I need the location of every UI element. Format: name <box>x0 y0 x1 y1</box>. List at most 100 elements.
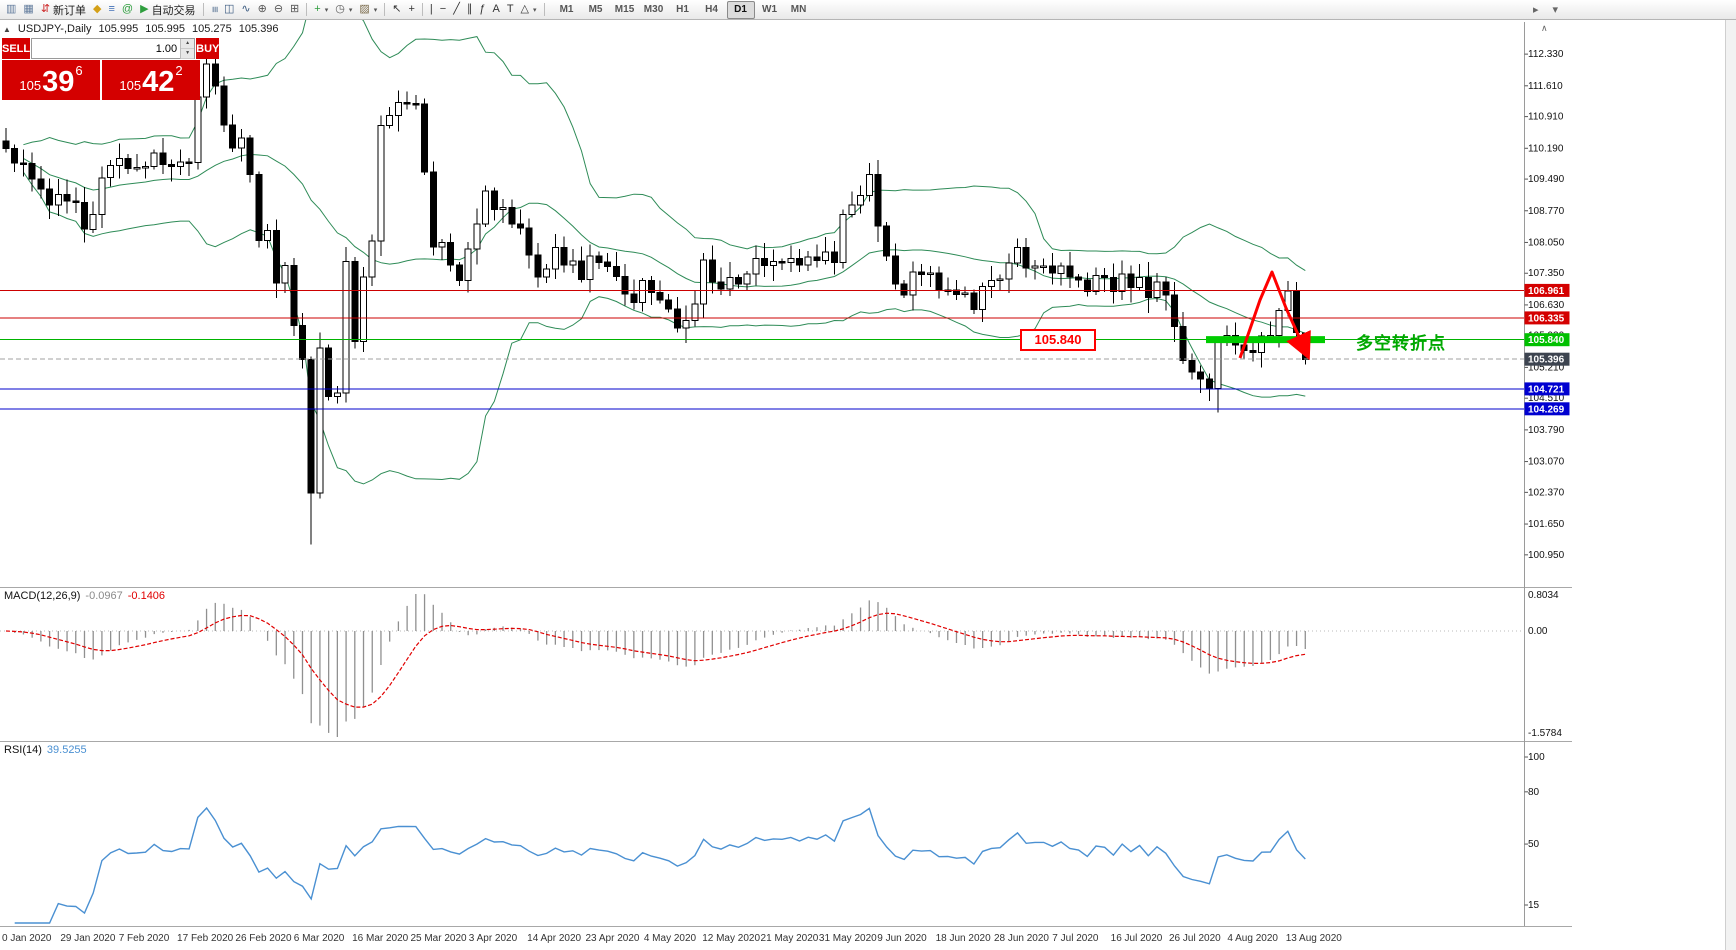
svg-text:31 May 2020: 31 May 2020 <box>819 933 877 944</box>
volume-input[interactable] <box>32 42 181 55</box>
svg-text:25 Mar 2020: 25 Mar 2020 <box>410 933 467 944</box>
timeframe-mn[interactable]: MN <box>790 4 807 15</box>
toolbar-separator <box>306 3 308 16</box>
mql5-community-icon[interactable]: @ <box>119 1 136 18</box>
buy-button[interactable]: 105 42 2 <box>102 60 200 100</box>
chevron-down-icon: ▾ <box>324 6 329 14</box>
svg-text:15: 15 <box>1528 900 1540 911</box>
equidistant-channel-icon[interactable]: ∥ <box>464 1 476 18</box>
ohlc-open: 105.995 <box>98 23 139 35</box>
svg-text:16 Jul 2020: 16 Jul 2020 <box>1111 933 1163 944</box>
autotrade-button[interactable]: ▶ 自动交易 <box>137 1 198 18</box>
toolbar-separator <box>202 3 204 16</box>
svg-text:0.00: 0.00 <box>1528 626 1548 637</box>
periods-icon[interactable]: ◷ ▾ <box>332 1 355 18</box>
templates-icon: ▨ <box>359 3 370 15</box>
text-label-icon[interactable]: T <box>504 1 517 18</box>
timeframe-m5[interactable]: M5 <box>588 4 603 15</box>
shapes-icon[interactable]: △ ▾ <box>518 1 540 18</box>
crosshair-icon[interactable]: + <box>405 1 417 18</box>
svg-text:106.335: 106.335 <box>1528 313 1565 324</box>
timeframe-m15[interactable]: M15 <box>614 4 635 15</box>
svg-text:105.210: 105.210 <box>1528 362 1565 373</box>
line-chart-icon: ∿ <box>241 3 251 15</box>
scale-collapse-icon[interactable]: ∧ <box>1541 23 1548 33</box>
price-level-label[interactable]: 105.840 <box>1020 328 1096 351</box>
chevron-down-icon: ▾ <box>348 6 353 14</box>
candlestick-chart-icon[interactable]: ◫ <box>221 1 237 18</box>
zoom-in-icon[interactable]: ⊕ <box>255 1 270 18</box>
svg-text:-1.5784: -1.5784 <box>1528 728 1562 739</box>
svg-text:80: 80 <box>1528 787 1540 798</box>
volume-spinner: ▲ ▼ <box>180 38 195 59</box>
cursor-icon[interactable]: ↖ <box>389 1 404 18</box>
pivot-annotation-text[interactable]: 多空转折点 <box>1356 333 1446 353</box>
sell-button[interactable]: 105 39 6 <box>2 60 100 100</box>
chart-profiles-icon[interactable]: ▦ <box>20 1 36 18</box>
svg-text:108.050: 108.050 <box>1528 237 1565 248</box>
svg-text:103.790: 103.790 <box>1528 425 1565 436</box>
volume-down-button[interactable]: ▼ <box>181 48 195 59</box>
vertical-line-icon: | <box>429 3 433 15</box>
templates-icon[interactable]: ▨ ▾ <box>356 1 380 18</box>
toolbar: ▥ ▦ ⇵ 新订单 ◆ ≡ @ ▶ 自动交易 ≡ ◫ ∿ ⊕ ⊖ ⊞ + ▾ ◷ ▾ ▨ ▾ ↖ + | − ╱ ∥ ƒ A T △ ▾ M1 M… <box>0 0 1736 20</box>
sell-price-fraction: 6 <box>75 63 83 78</box>
svg-text:14 Apr 2020: 14 Apr 2020 <box>527 933 581 944</box>
timeframe-m30[interactable]: M30 <box>643 4 664 15</box>
macd-name: MACD(12,26,9) <box>4 590 81 602</box>
text-icon[interactable]: A <box>489 1 502 18</box>
auto-scroll-icon[interactable]: ▾ <box>1550 2 1560 19</box>
svg-text:102.370: 102.370 <box>1528 487 1565 498</box>
sell-header[interactable]: SELL <box>2 38 31 59</box>
svg-text:105.840: 105.840 <box>1528 335 1565 346</box>
right-panel-edge <box>1725 20 1736 950</box>
ohlc-high: 105.995 <box>145 23 186 35</box>
autotrade-button-label: 自动交易 <box>151 4 196 17</box>
market-watch-icon[interactable]: ≡ <box>106 1 118 18</box>
volume-up-button[interactable]: ▲ <box>181 38 195 49</box>
timeframe-d1[interactable]: D1 <box>726 0 755 19</box>
metaeditor-icon[interactable]: ◆ <box>90 1 104 18</box>
chevron-down-icon: ▾ <box>533 6 537 14</box>
one-click-collapse-icon[interactable]: ▲ <box>3 24 11 34</box>
svg-text:109.490: 109.490 <box>1528 174 1565 185</box>
chart-ohlc-bar: ▲ USDJPY-,Daily 105.995 105.995 105.275 … <box>3 23 279 35</box>
svg-text:101.650: 101.650 <box>1528 519 1565 530</box>
svg-text:17 Feb 2020: 17 Feb 2020 <box>177 933 234 944</box>
bar-chart-icon[interactable]: ≡ <box>208 1 220 18</box>
trendline-icon[interactable]: ╱ <box>450 1 463 18</box>
buy-header[interactable]: BUY <box>196 38 220 59</box>
svg-text:3 Apr 2020: 3 Apr 2020 <box>469 933 518 944</box>
timeframe-w1[interactable]: W1 <box>762 4 778 15</box>
fibonacci-icon[interactable]: ƒ <box>476 1 488 18</box>
timeframe-h4[interactable]: H4 <box>705 4 718 15</box>
svg-text:18 Jun 2020: 18 Jun 2020 <box>936 933 991 944</box>
svg-text:21 May 2020: 21 May 2020 <box>761 933 819 944</box>
line-chart-icon[interactable]: ∿ <box>238 1 253 18</box>
timeframe-m1[interactable]: M1 <box>559 4 574 15</box>
buy-price-fraction: 2 <box>175 63 183 78</box>
new-order-button[interactable]: ⇵ 新订单 <box>38 1 89 18</box>
shapes-icon: △ <box>520 3 530 15</box>
chart-shift-icon[interactable]: ▸ <box>1531 2 1541 19</box>
svg-text:12 May 2020: 12 May 2020 <box>702 933 760 944</box>
svg-text:104.721: 104.721 <box>1528 384 1565 395</box>
tile-windows-icon: ⊞ <box>290 3 300 15</box>
text-icon: A <box>492 3 500 15</box>
tile-windows-icon[interactable]: ⊞ <box>287 1 302 18</box>
zoom-out-icon[interactable]: ⊖ <box>271 1 286 18</box>
new-chart-icon[interactable]: ▥ <box>3 1 19 18</box>
horizontal-line-icon[interactable]: − <box>437 1 449 18</box>
sell-price-prefix: 105 <box>19 78 42 94</box>
svg-text:104.269: 104.269 <box>1528 404 1565 415</box>
timeframe-h1[interactable]: H1 <box>676 4 689 15</box>
svg-text:110.190: 110.190 <box>1528 143 1564 154</box>
toolbar-right-group: ▸ ▾ <box>1531 2 1560 19</box>
macd-value-main: -0.0967 <box>85 590 123 602</box>
indicators-add-icon[interactable]: + ▾ <box>311 1 331 18</box>
vertical-line-icon[interactable]: | <box>427 1 436 18</box>
horizontal-line-icon: − <box>439 3 447 15</box>
rsi-indicator-label: RSI(14) 39.5255 <box>4 744 87 756</box>
